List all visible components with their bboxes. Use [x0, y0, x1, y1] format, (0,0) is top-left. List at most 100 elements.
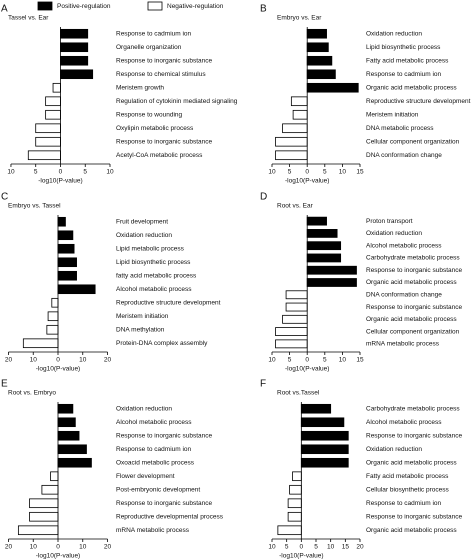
bar [300, 417, 345, 428]
panel-letter: B [260, 4, 267, 15]
x-axis-label: -log10(P-value) [279, 553, 323, 560]
bar [306, 253, 342, 263]
category-label: Protein-DNA complex assembly [116, 340, 208, 347]
bar [57, 230, 74, 241]
bar [287, 511, 302, 522]
category-label: Lipid biosynthetic process [366, 44, 441, 51]
bar [60, 28, 89, 39]
bar [306, 229, 338, 238]
legend-swatch [147, 1, 163, 11]
bar [282, 123, 308, 134]
x-tick-label: 10 [268, 544, 276, 551]
x-tick-label: 5 [288, 357, 292, 364]
legend-swatch [37, 1, 53, 11]
panel-title: Root vs.Tassel [277, 390, 320, 397]
category-label: Response to wounding [116, 111, 183, 118]
bar [35, 123, 61, 134]
x-tick-label: 0 [305, 357, 309, 364]
x-tick-label: 5 [285, 544, 289, 551]
category-label: Reproductive structure development [116, 299, 221, 306]
bar [306, 216, 327, 226]
bar [275, 150, 308, 161]
category-label: Cellular component organization [366, 328, 460, 335]
legend-label: Positive-regulation [57, 3, 111, 10]
x-tick-label: 5 [34, 169, 38, 176]
bar [306, 241, 342, 251]
category-label: Acetyl-CoA metabolic process [116, 152, 203, 159]
bar [45, 109, 61, 120]
category-label: Proton transport [366, 218, 413, 225]
bar [282, 314, 308, 324]
panel-title: Embryo vs. Ear [277, 15, 322, 22]
category-label: Organic acid metabolic process [366, 279, 457, 286]
bar [287, 498, 302, 509]
category-label: Meristem growth [116, 84, 164, 91]
bar [306, 265, 357, 275]
x-tick-label: 15 [356, 169, 364, 176]
category-label: Organic acid metabolic process [366, 84, 457, 91]
category-label: Organic acid metabolic process [366, 459, 457, 466]
category-label: Fruit development [116, 218, 168, 225]
category-label: Oxidation reduction [116, 232, 172, 239]
panel-letter: A [1, 4, 8, 15]
x-tick-label: 10 [106, 169, 114, 176]
category-label: Cellular component organization [366, 138, 460, 145]
bar [289, 484, 302, 495]
x-tick-label: 20 [5, 544, 13, 551]
category-label: Response to cadmium ion [366, 71, 442, 78]
bar [300, 403, 332, 414]
category-label: Carbohydrate metabolic process [366, 405, 460, 412]
x-tick-label: 0 [300, 544, 304, 551]
x-axis-label: -log10(P-value) [36, 366, 80, 373]
x-tick-label: 10 [268, 169, 276, 176]
bar [35, 136, 61, 147]
category-label: Carbohydrate metabolic process [366, 255, 460, 262]
bar [306, 278, 357, 287]
bar [57, 444, 87, 455]
bar [277, 525, 302, 536]
category-label: Response to inorganic substance [366, 513, 463, 520]
bar [306, 82, 359, 93]
bar [290, 96, 308, 107]
x-tick-label: 20 [104, 357, 112, 364]
category-label: Oxylipin metabolic process [116, 125, 194, 132]
bar [306, 69, 336, 80]
x-axis-label: -log10(P-value) [285, 366, 329, 373]
x-tick-label: 5 [83, 169, 87, 176]
bar [57, 284, 96, 295]
category-label: Response to inorganic substance [116, 432, 213, 439]
x-axis-label: -log10(P-value) [38, 178, 82, 185]
category-label: DNA metabolic process [366, 125, 434, 132]
category-label: Organelle organization [116, 44, 182, 51]
category-label: Oxidation reduction [366, 30, 422, 37]
x-axis-label: -log10(P-value) [36, 553, 80, 560]
category-label: Response to inorganic substance [116, 500, 213, 507]
legend-label: Negative-regulation [167, 3, 224, 10]
category-label: Response to cadmium ion [116, 30, 192, 37]
category-label: Oxidation reduction [366, 230, 422, 237]
bar [57, 403, 74, 414]
panel-letter: E [1, 379, 8, 390]
bar [306, 42, 329, 53]
x-tick-label: 20 [104, 544, 112, 551]
panel-title: Root vs. Ear [277, 203, 314, 210]
x-tick-label: 0 [56, 357, 60, 364]
category-label: Meristem initiation [366, 111, 419, 118]
category-label: Response to inorganic substance [366, 304, 463, 311]
bar [306, 28, 327, 39]
bar [300, 444, 349, 455]
category-label: fatty acid metabolic process [116, 272, 197, 279]
category-label: Fatty acid metabolic process [366, 473, 449, 480]
panel-letter: D [260, 192, 267, 203]
category-label: Response to inorganic substance [366, 267, 463, 274]
category-label: mRNA metabolic process [116, 527, 190, 534]
category-label: Fatty acid metabolic process [366, 57, 449, 64]
category-label: Oxidation reduction [366, 446, 422, 453]
bar [29, 511, 59, 522]
bar [57, 417, 76, 428]
category-label: Oxidation reduction [116, 405, 172, 412]
category-label: Reproductive structure development [366, 98, 471, 105]
x-tick-label: 10 [7, 169, 15, 176]
x-axis-label: -log10(P-value) [285, 178, 329, 185]
